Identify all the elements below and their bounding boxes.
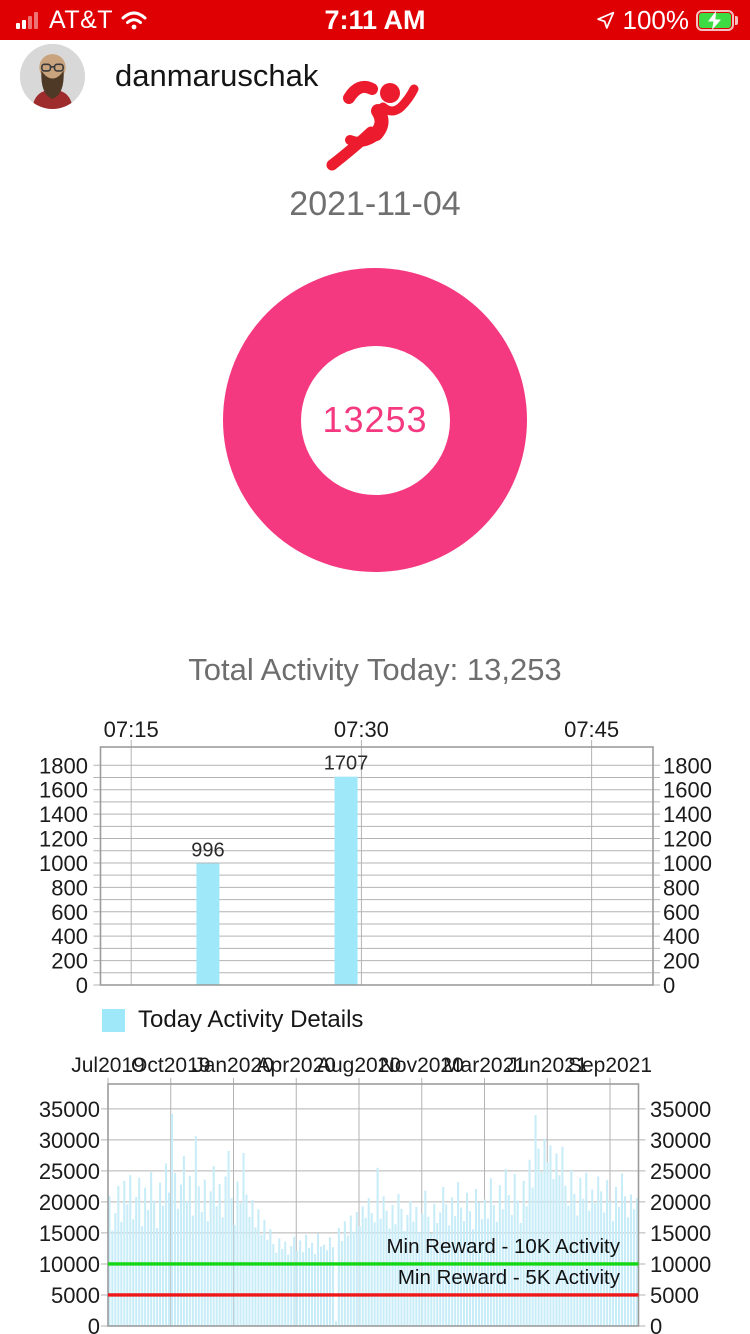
svg-text:800: 800 [663, 875, 700, 900]
svg-text:0: 0 [88, 1314, 100, 1334]
svg-text:1400: 1400 [39, 802, 88, 827]
svg-text:1800: 1800 [39, 753, 88, 778]
status-right-cluster: 100% [595, 5, 750, 36]
battery-percent-label: 100% [622, 4, 690, 35]
svg-text:600: 600 [663, 900, 700, 925]
svg-text:800: 800 [51, 875, 88, 900]
svg-text:400: 400 [51, 924, 88, 949]
svg-text:1000: 1000 [663, 851, 712, 876]
carrier-label: AT&T [49, 5, 114, 34]
charging-bolt-icon [708, 10, 721, 30]
location-arrow-icon [596, 11, 614, 29]
battery-shell [696, 9, 734, 31]
svg-text:35000: 35000 [39, 1097, 100, 1122]
status-bar: AT&T 7:11 AM 100% [0, 0, 750, 40]
svg-text:1000: 1000 [39, 851, 88, 876]
svg-text:20000: 20000 [39, 1190, 100, 1215]
svg-text:1600: 1600 [39, 778, 88, 803]
cellular-signal-icon [16, 11, 38, 29]
svg-text:200: 200 [663, 949, 700, 974]
svg-text:10000: 10000 [650, 1252, 711, 1277]
battery-icon [696, 9, 738, 31]
donut-hole: 13253 [300, 345, 450, 495]
date-label: 2021-11-04 [289, 185, 461, 223]
svg-text:35000: 35000 [650, 1097, 711, 1122]
svg-text:Jun2021: Jun2021 [507, 1054, 588, 1077]
svg-text:30000: 30000 [39, 1128, 100, 1153]
svg-text:20000: 20000 [650, 1190, 711, 1215]
svg-text:15000: 15000 [650, 1221, 711, 1246]
svg-text:07:45: 07:45 [564, 717, 619, 742]
svg-text:5000: 5000 [650, 1283, 699, 1308]
activity-donut-chart: 13253 [223, 268, 527, 572]
svg-text:0: 0 [663, 973, 675, 998]
avatar[interactable] [20, 44, 85, 109]
svg-text:200: 200 [51, 949, 88, 974]
svg-text:Oct2019: Oct2019 [131, 1054, 210, 1077]
svg-text:1400: 1400 [663, 802, 712, 827]
svg-text:25000: 25000 [39, 1159, 100, 1184]
avatar-photo [20, 44, 85, 109]
legend-swatch [102, 1008, 125, 1032]
svg-text:Nov2020: Nov2020 [380, 1054, 464, 1077]
svg-text:Jul2019: Jul2019 [71, 1054, 145, 1077]
activity-history-chart: Jul2019Oct2019Jan2020Apr2020Aug2020Nov20… [39, 1054, 711, 1334]
runner-icon [322, 78, 426, 172]
donut-value: 13253 [322, 399, 428, 440]
svg-text:07:30: 07:30 [334, 717, 389, 742]
total-activity-label: Total Activity Today: 13,253 [188, 652, 562, 687]
svg-text:1600: 1600 [663, 778, 712, 803]
svg-text:1200: 1200 [39, 827, 88, 852]
svg-text:10000: 10000 [39, 1252, 100, 1277]
svg-text:15000: 15000 [39, 1221, 100, 1246]
svg-text:25000: 25000 [650, 1159, 711, 1184]
svg-text:Mar2021: Mar2021 [443, 1054, 526, 1077]
svg-text:996: 996 [191, 839, 224, 861]
svg-text:Jan2020: Jan2020 [193, 1054, 274, 1077]
svg-text:0: 0 [76, 973, 88, 998]
profile-header: danmaruschak [0, 40, 750, 172]
status-left-cluster: AT&T [0, 6, 147, 35]
runner-glyph [326, 80, 419, 171]
svg-text:5000: 5000 [51, 1283, 100, 1308]
svg-text:Min Reward - 5K Activity: Min Reward - 5K Activity [398, 1266, 621, 1289]
svg-text:30000: 30000 [650, 1128, 711, 1153]
svg-text:400: 400 [663, 924, 700, 949]
svg-text:1800: 1800 [663, 753, 712, 778]
chart-legend: Today Activity Details [102, 1006, 363, 1034]
svg-text:1200: 1200 [663, 827, 712, 852]
svg-text:Min Reward - 10K Activity: Min Reward - 10K Activity [386, 1235, 620, 1258]
svg-text:600: 600 [51, 900, 88, 925]
svg-text:Sep2021: Sep2021 [568, 1054, 652, 1077]
username-label: danmaruschak [115, 58, 319, 93]
svg-text:Aug2020: Aug2020 [317, 1054, 401, 1077]
svg-text:1707: 1707 [324, 753, 369, 775]
svg-text:07:15: 07:15 [104, 717, 159, 742]
battery-nub [735, 15, 738, 25]
wifi-icon [121, 11, 147, 29]
svg-text:Apr2020: Apr2020 [257, 1054, 336, 1077]
svg-text:0: 0 [650, 1314, 662, 1334]
legend-label: Today Activity Details [138, 1006, 364, 1033]
